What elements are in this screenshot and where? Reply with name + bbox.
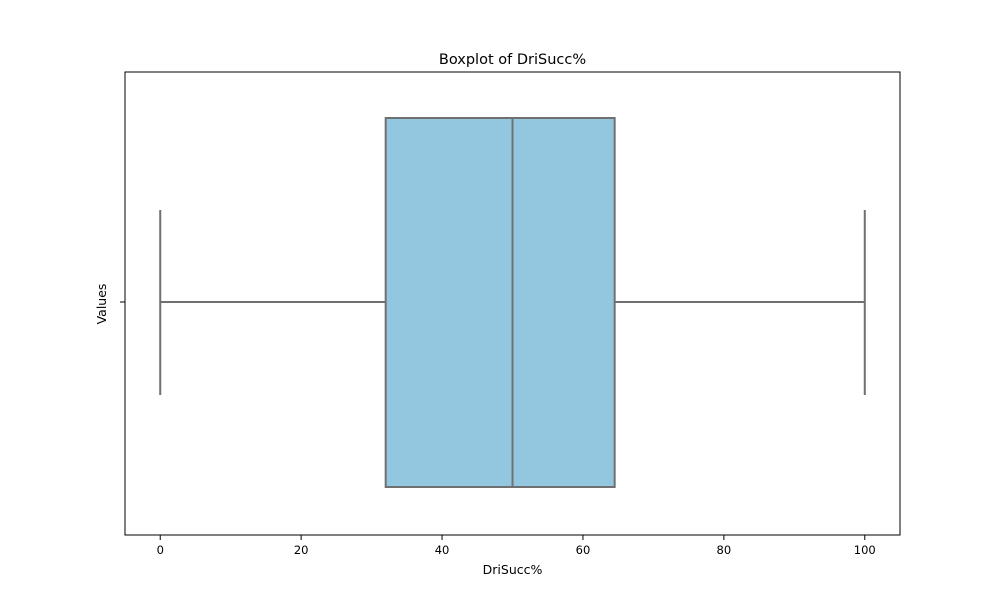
x-tick-label: 20 (294, 543, 309, 557)
x-tick-label: 40 (435, 543, 450, 557)
box-iqr (384, 117, 616, 488)
x-tick-label: 80 (717, 543, 732, 557)
x-axis-ticks: 0 20 40 60 80 100 (157, 535, 876, 557)
x-tick-label: 100 (854, 543, 876, 557)
x-tick-label: 0 (157, 543, 164, 557)
chart-title: Boxplot of DriSucc% (439, 52, 586, 68)
x-axis-label: DriSucc% (483, 562, 543, 577)
x-tick-label: 60 (576, 543, 591, 557)
y-axis-label: Values (94, 284, 109, 325)
plot-area (159, 117, 866, 488)
plot-frame (124, 71, 901, 536)
